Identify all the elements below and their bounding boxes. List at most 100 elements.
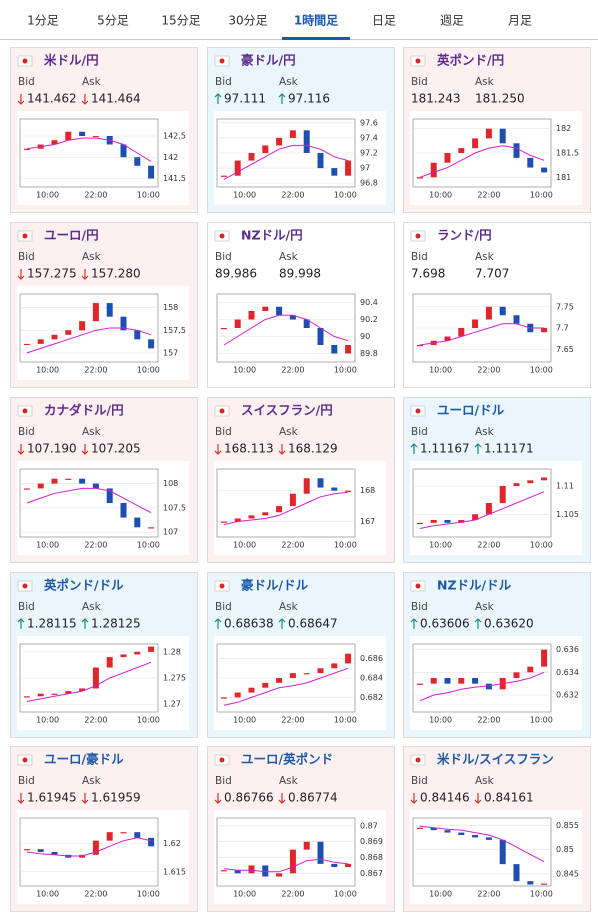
pair-title[interactable]: ユーロ/円 bbox=[44, 228, 99, 243]
quote-card[interactable]: スイスフラン/円 Bid Ask 168.113 168.129 168 167 10:00 2… bbox=[207, 397, 395, 563]
y-tick-label: 7.7 bbox=[556, 324, 569, 333]
candle bbox=[317, 841, 324, 864]
candle bbox=[430, 520, 437, 523]
candle bbox=[499, 128, 506, 144]
pair-title[interactable]: カナダドル/円 bbox=[44, 403, 124, 418]
pair-title[interactable]: ユーロ/ドル bbox=[437, 403, 505, 418]
pair-title[interactable]: ランド/円 bbox=[437, 228, 492, 243]
pair-title[interactable]: 豪ドル/円 bbox=[241, 53, 296, 68]
flag-icon-mark bbox=[219, 757, 225, 763]
candle bbox=[37, 849, 44, 852]
y-tick-label: 0.869 bbox=[360, 837, 383, 846]
x-tick-label: 10:00 bbox=[137, 366, 160, 375]
candle bbox=[541, 328, 548, 333]
pair-title[interactable]: スイスフラン/円 bbox=[241, 403, 333, 418]
candle bbox=[289, 493, 296, 507]
flag-icon-mark bbox=[219, 58, 225, 64]
bid-price: 7.698 bbox=[411, 267, 445, 281]
candle bbox=[148, 165, 155, 179]
candle bbox=[23, 343, 30, 346]
candle bbox=[430, 162, 437, 178]
ask-price: 89.998 bbox=[279, 267, 321, 281]
timeframe-tab[interactable]: 月足 bbox=[508, 14, 532, 28]
flag-icon-mark bbox=[219, 583, 225, 589]
bid-price: 0.86766 bbox=[224, 791, 274, 805]
candle bbox=[345, 345, 352, 354]
pair-title[interactable]: 英ポンド/円 bbox=[437, 53, 504, 68]
quote-card[interactable]: ユーロ/ドル Bid Ask 1.11167 1.11171 1.11 1.105 10:00… bbox=[403, 397, 591, 563]
y-tick-label: 0.855 bbox=[556, 821, 579, 830]
candle bbox=[248, 865, 255, 874]
quote-card[interactable]: NZドル/ドル Bid Ask 0.63606 0.63620 0.636 0.634 0.6… bbox=[403, 572, 591, 738]
pair-title[interactable]: 英ポンド/ドル bbox=[44, 578, 124, 593]
timeframe-tab[interactable]: 5分足 bbox=[97, 14, 129, 28]
quote-card[interactable]: 米ドル/スイスフラン Bid Ask 0.84146 0.84161 0.855 0.85 0… bbox=[403, 746, 591, 912]
bid-label: Bid bbox=[411, 251, 428, 263]
flag-icon-mark bbox=[219, 408, 225, 414]
candle bbox=[303, 478, 310, 494]
candle bbox=[458, 148, 465, 153]
pair-title[interactable]: ユーロ/豪ドル bbox=[44, 752, 124, 767]
candle bbox=[527, 480, 534, 484]
ask-price: 1.28125 bbox=[91, 617, 141, 631]
timeframe-tab[interactable]: 週足 bbox=[440, 14, 464, 28]
x-tick-label: 10:00 bbox=[334, 366, 357, 375]
timeframe-tab[interactable]: 日足 bbox=[372, 14, 396, 28]
plot-frame bbox=[412, 468, 552, 538]
quote-card[interactable]: 豪ドル/ドル Bid Ask 0.68638 0.68647 0.686 0.684 0.68… bbox=[207, 572, 395, 738]
moving-average-line bbox=[223, 314, 349, 346]
flag-icon-mark bbox=[22, 408, 28, 414]
direction-arrow bbox=[17, 793, 25, 804]
timeframe-tab[interactable]: 1時間足 bbox=[294, 13, 338, 28]
x-tick-label: 10:00 bbox=[36, 366, 59, 375]
y-tick-label: 0.85 bbox=[556, 845, 574, 854]
y-tick-label: 107.5 bbox=[163, 503, 186, 512]
ask-label: Ask bbox=[279, 251, 299, 263]
timeframe-tab[interactable]: 30分足 bbox=[228, 14, 267, 28]
quote-card[interactable]: ユーロ/豪ドル Bid Ask 1.61945 1.61959 1.62 1.615 10:0… bbox=[10, 746, 198, 912]
x-tick-label: 22:00 bbox=[84, 716, 107, 725]
direction-arrow bbox=[410, 793, 418, 804]
moving-average-line bbox=[419, 323, 545, 346]
y-tick-label: 107 bbox=[163, 528, 178, 537]
pair-title[interactable]: NZドル/ドル bbox=[437, 578, 512, 593]
moving-average-line bbox=[419, 491, 545, 529]
x-tick-label: 10:00 bbox=[334, 716, 357, 725]
candle bbox=[444, 678, 451, 684]
quote-card[interactable]: 豪ドル/円 Bid Ask 97.111 97.116 97.6 97.4 97.2 97 96.… bbox=[207, 47, 395, 213]
candle bbox=[345, 863, 352, 868]
x-tick-label: 10:00 bbox=[36, 890, 59, 899]
candle bbox=[276, 678, 283, 683]
quote-card[interactable]: ランド/円 Bid Ask 7.698 7.707 7.75 7.7 7.65 10:00 22:… bbox=[403, 222, 591, 388]
bid-label: Bid bbox=[411, 76, 428, 88]
active-tab-underline bbox=[282, 37, 350, 40]
pair-title[interactable]: 米ドル/スイスフラン bbox=[436, 752, 554, 767]
bid-price: 1.11167 bbox=[420, 442, 470, 456]
pair-title[interactable]: NZドル/円 bbox=[241, 228, 303, 243]
x-tick-label: 22:00 bbox=[84, 191, 107, 200]
ask-price: 0.63620 bbox=[484, 617, 534, 631]
timeframe-tab[interactable]: 1分足 bbox=[27, 14, 59, 28]
candle bbox=[289, 315, 296, 320]
candle bbox=[345, 653, 352, 664]
quote-card[interactable]: 英ポンド/ドル Bid Ask 1.28115 1.28125 1.28 1.275 1.27… bbox=[10, 572, 198, 738]
pair-title[interactable]: 豪ドル/ドル bbox=[241, 578, 309, 593]
candle bbox=[220, 328, 227, 330]
pair-title[interactable]: 米ドル/円 bbox=[43, 53, 99, 68]
candle bbox=[513, 143, 520, 158]
candle bbox=[345, 490, 352, 492]
candle bbox=[458, 678, 465, 684]
candle bbox=[134, 517, 141, 528]
ask-label: Ask bbox=[82, 76, 102, 88]
x-tick-label: 10:00 bbox=[530, 366, 553, 375]
direction-arrow bbox=[410, 443, 418, 454]
y-tick-label: 181 bbox=[556, 173, 571, 182]
timeframe-tab[interactable]: 15分足 bbox=[161, 14, 200, 28]
quote-card[interactable]: ユーロ/英ポンド Bid Ask 0.86766 0.86774 0.87 0.869 0.8… bbox=[207, 746, 395, 912]
pair-title[interactable]: ユーロ/英ポンド bbox=[241, 752, 333, 767]
